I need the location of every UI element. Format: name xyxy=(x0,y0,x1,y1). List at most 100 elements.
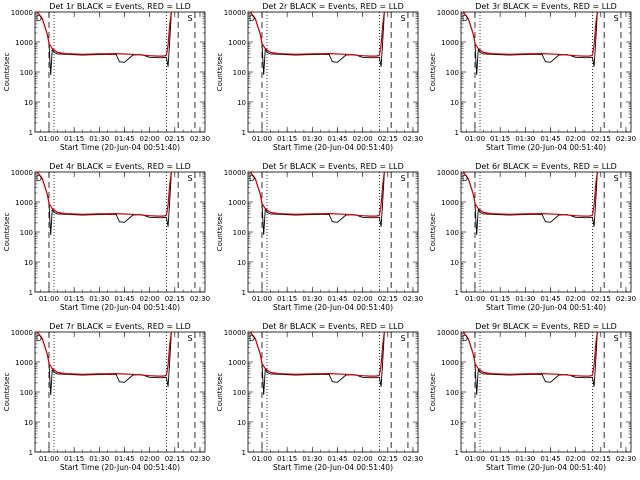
y-tick-label: 10 xyxy=(24,259,33,267)
x-tick-label: 02:30 xyxy=(403,135,423,143)
events-series-line xyxy=(36,332,172,395)
y-tick-label: 100 xyxy=(20,69,33,77)
x-tick-label: 01:45 xyxy=(114,455,134,463)
x-tick-label: 02:15 xyxy=(591,455,611,463)
plot-panel-1: Det 1r BLACK = Events, RED = LLD 1 10 100 10… xyxy=(3,2,210,152)
x-tick-label: 01:00 xyxy=(465,295,485,303)
x-tick-label: 01:15 xyxy=(277,295,297,303)
lld-series-line xyxy=(249,332,385,377)
plot-title: Det 2r BLACK = Events, RED = LLD xyxy=(262,2,404,11)
y-tick-label: 10000 xyxy=(11,169,33,177)
y-tick-label: 1000 xyxy=(228,199,246,207)
x-tick-label: 01:45 xyxy=(327,455,347,463)
y-tick-label: 1 xyxy=(242,129,246,137)
y-tick-label: 100 xyxy=(233,69,246,77)
y-tick-label: 1 xyxy=(242,289,246,297)
y-tick-label: 10000 xyxy=(11,329,33,337)
plot-title: Det 5r BLACK = Events, RED = LLD xyxy=(262,162,404,171)
plot-frame xyxy=(460,11,632,133)
x-axis-label: Start Time (20-Jun-04 00:51:40) xyxy=(486,143,606,152)
x-axis-label: Start Time (20-Jun-04 00:51:40) xyxy=(60,463,180,472)
y-tick-label: 1000 xyxy=(441,199,459,207)
legend-mark: S xyxy=(400,334,405,343)
events-series-line xyxy=(36,172,172,235)
x-tick-label: 02:30 xyxy=(190,455,210,463)
plot-title: Det 1r BLACK = Events, RED = LLD xyxy=(49,2,191,11)
lld-series-line xyxy=(36,12,172,57)
lld-series-line xyxy=(249,172,385,217)
x-axis-label: Start Time (20-Jun-04 00:51:40) xyxy=(273,143,393,152)
y-axis-label: Counts/sec xyxy=(3,213,11,252)
y-axis-label: Counts/sec xyxy=(429,53,437,92)
x-tick-label: 01:45 xyxy=(540,135,560,143)
y-tick-label: 10 xyxy=(237,259,246,267)
plot-frame xyxy=(460,171,632,293)
x-tick-label: 01:30 xyxy=(89,295,109,303)
x-tick-label: 01:00 xyxy=(252,295,272,303)
x-tick-label: 01:30 xyxy=(515,135,535,143)
plot-panel-5: Det 5r BLACK = Events, RED = LLD 1 10 100 10… xyxy=(216,162,423,312)
y-tick-label: 100 xyxy=(446,229,459,237)
x-tick-label: 01:30 xyxy=(302,455,322,463)
x-tick-label: 01:15 xyxy=(64,295,84,303)
y-tick-label: 100 xyxy=(233,229,246,237)
plot-frame xyxy=(34,171,206,293)
y-tick-label: 1 xyxy=(29,289,33,297)
y-tick-label: 10000 xyxy=(437,169,459,177)
legend-mark: D xyxy=(462,174,468,183)
y-axis-label: Counts/sec xyxy=(216,213,224,252)
events-series-line xyxy=(462,12,598,75)
x-tick-label: 01:45 xyxy=(327,135,347,143)
y-tick-label: 10000 xyxy=(437,329,459,337)
y-tick-label: 100 xyxy=(446,389,459,397)
legend-mark: D xyxy=(36,334,42,343)
lld-series-line xyxy=(36,172,172,217)
x-tick-label: 02:15 xyxy=(378,295,398,303)
plot-panel-8: Det 8r BLACK = Events, RED = LLD 1 10 100 10… xyxy=(216,322,423,472)
x-axis-label: Start Time (20-Jun-04 00:51:40) xyxy=(273,303,393,312)
x-tick-label: 01:00 xyxy=(39,295,59,303)
y-tick-label: 1 xyxy=(242,449,246,457)
y-tick-label: 1000 xyxy=(228,39,246,47)
plot-frame xyxy=(460,331,632,453)
x-tick-label: 02:00 xyxy=(353,295,373,303)
x-tick-label: 01:30 xyxy=(302,135,322,143)
x-tick-label: 02:15 xyxy=(378,135,398,143)
y-tick-label: 1 xyxy=(455,129,459,137)
y-axis-label: Counts/sec xyxy=(3,53,11,92)
plot-panel-7: Det 7r BLACK = Events, RED = LLD 1 10 100 10… xyxy=(3,322,210,472)
events-series-line xyxy=(249,332,385,395)
x-tick-label: 02:15 xyxy=(378,455,398,463)
events-series-line xyxy=(249,172,385,235)
y-axis-label: Counts/sec xyxy=(429,373,437,412)
x-axis-label: Start Time (20-Jun-04 00:51:40) xyxy=(60,143,180,152)
y-axis-label: Counts/sec xyxy=(3,373,11,412)
x-tick-label: 01:30 xyxy=(89,455,109,463)
legend-mark: D xyxy=(462,334,468,343)
x-tick-label: 02:00 xyxy=(140,455,160,463)
y-tick-label: 1000 xyxy=(15,359,33,367)
lld-series-line xyxy=(462,332,598,377)
y-tick-label: 10 xyxy=(24,99,33,107)
plot-title: Det 7r BLACK = Events, RED = LLD xyxy=(49,322,191,331)
y-tick-label: 10 xyxy=(450,419,459,427)
x-axis-label: Start Time (20-Jun-04 00:51:40) xyxy=(486,463,606,472)
plot-panel-2: Det 2r BLACK = Events, RED = LLD 1 10 100 10… xyxy=(216,2,423,152)
x-tick-label: 02:30 xyxy=(616,295,636,303)
y-tick-label: 1 xyxy=(29,129,33,137)
legend-mark: S xyxy=(187,14,192,23)
x-tick-label: 02:15 xyxy=(165,455,185,463)
y-tick-label: 10000 xyxy=(437,9,459,17)
legend-mark: S xyxy=(400,14,405,23)
y-tick-label: 10 xyxy=(237,419,246,427)
y-axis-label: Counts/sec xyxy=(216,53,224,92)
x-tick-label: 01:15 xyxy=(277,455,297,463)
x-tick-label: 02:00 xyxy=(566,455,586,463)
x-tick-label: 02:30 xyxy=(403,295,423,303)
y-tick-label: 100 xyxy=(20,389,33,397)
x-tick-label: 01:45 xyxy=(114,135,134,143)
legend-mark: D xyxy=(462,14,468,23)
y-tick-label: 1 xyxy=(455,289,459,297)
x-tick-label: 02:00 xyxy=(566,135,586,143)
